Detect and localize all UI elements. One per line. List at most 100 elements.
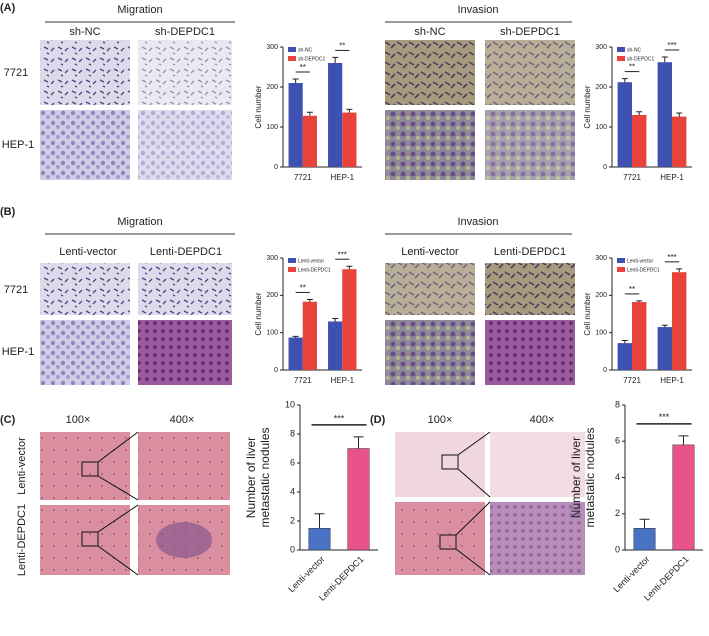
- y-tick-label: 8: [615, 399, 620, 409]
- bar: [632, 115, 647, 167]
- bar: [633, 528, 656, 551]
- zoom-box: [441, 454, 459, 470]
- row-label: 7721: [4, 284, 28, 296]
- zoom-box: [439, 534, 457, 550]
- column-label: sh-DEPDC1: [155, 26, 215, 38]
- zoom-box: [81, 531, 99, 547]
- micrograph: [138, 110, 232, 180]
- y-tick-label: 0: [603, 367, 607, 374]
- chart: 0 100 200 300 Cell number 7721 ** HEP-1 *** sh-NC…: [583, 41, 692, 182]
- y-tick-label: 200: [266, 292, 278, 299]
- error-bar: [621, 78, 628, 83]
- x-tick-label: 7721: [294, 376, 312, 385]
- y-tick-label: 2: [290, 515, 295, 525]
- group-title: Invasion: [458, 216, 499, 228]
- y-tick-label: 0: [615, 544, 620, 554]
- error-bar: [332, 317, 339, 322]
- column-label: sh-DEPDC1: [500, 26, 560, 38]
- x-tick-label: Lenti-vector: [286, 554, 326, 594]
- error-bar: [292, 78, 299, 83]
- y-axis-label: Number of liver: [569, 437, 583, 518]
- y-tick-label: 200: [595, 292, 607, 299]
- bar: [288, 83, 303, 167]
- legend-label: sh-NC: [627, 47, 642, 53]
- micrograph: [485, 40, 575, 105]
- error-bar: [292, 335, 299, 338]
- bar: [672, 444, 695, 551]
- bar: [617, 82, 632, 167]
- micrograph: [485, 263, 575, 315]
- lesion: [156, 522, 212, 558]
- y-tick-label: 10: [285, 399, 295, 409]
- legend-label: Lenti-DEPDC1: [627, 267, 660, 273]
- y-tick-label: 100: [595, 124, 607, 131]
- chart: 0 100 200 300 Cell number 7721 ** HEP-1 ** sh-NC s…: [254, 42, 362, 182]
- x-tick-label: HEP-1: [330, 376, 354, 385]
- y-tick-label: 6: [290, 457, 295, 467]
- micrograph: [138, 320, 232, 385]
- y-tick-label: 6: [615, 436, 620, 446]
- chart: 0 100 200 300 Cell number 7721 ** HEP-1 *** Lenti…: [583, 253, 692, 385]
- error-bar: [676, 112, 683, 117]
- bar: [657, 62, 672, 168]
- bar: [328, 321, 343, 370]
- bar: [342, 112, 357, 167]
- x-tick-label: HEP-1: [660, 376, 684, 385]
- micrograph: [385, 263, 475, 315]
- legend-swatch: [288, 56, 296, 61]
- error-bar: [346, 265, 353, 270]
- micrograph: [40, 40, 130, 105]
- significance-label: **: [339, 42, 345, 51]
- chart: 0 2 4 6 8 Number of liver metastatic nodules Le…: [569, 399, 703, 603]
- column-label: sh-NC: [414, 26, 445, 38]
- y-tick-label: 300: [595, 44, 607, 51]
- legend-swatch: [288, 47, 296, 52]
- panel-label: (D): [370, 414, 386, 426]
- y-axis-label: Cell number: [254, 292, 263, 335]
- legend-label: sh-DEPDC1: [298, 56, 325, 62]
- y-tick-label: 0: [274, 367, 278, 374]
- bar: [342, 269, 357, 370]
- micrograph: [485, 320, 575, 385]
- column-label: sh-NC: [69, 26, 100, 38]
- y-tick-label: 200: [595, 84, 607, 91]
- y-tick-label: 100: [266, 124, 278, 131]
- y-tick-label: 2: [615, 508, 620, 518]
- y-axis-label: Cell number: [583, 292, 592, 335]
- row-label: Lenti-vector: [16, 437, 28, 495]
- bar: [302, 115, 317, 167]
- group-title: Migration: [117, 216, 162, 228]
- zoom-line: [97, 431, 139, 501]
- column-label: Lenti-vector: [59, 246, 117, 258]
- y-tick-label: 4: [615, 472, 620, 482]
- column-label: Lenti-DEPDC1: [494, 246, 566, 258]
- significance-label: **: [629, 285, 635, 294]
- error-bar: [676, 268, 683, 273]
- micrograph: [385, 320, 475, 385]
- y-axis-label: metastatic nodules: [258, 427, 272, 527]
- panel-a: (A) Migration sh-NC sh-DEPDC1 Invasion s…: [0, 2, 575, 180]
- legend-label: Lenti-vector: [298, 258, 324, 264]
- zoom-line: [457, 431, 491, 498]
- panel-d: (D) 100× 400×: [370, 414, 585, 576]
- micrograph: [138, 40, 232, 105]
- column-label: 400×: [170, 414, 195, 426]
- y-axis-label: Cell number: [583, 85, 592, 128]
- micrograph: [40, 505, 130, 575]
- y-tick-label: 100: [595, 330, 607, 337]
- bar: [672, 272, 687, 370]
- zoom-box: [81, 461, 99, 477]
- error-bar: [306, 111, 313, 116]
- error-bar: [346, 108, 353, 113]
- column-label: 400×: [530, 414, 555, 426]
- error-bar: [661, 324, 668, 328]
- panel-label: (A): [0, 2, 16, 14]
- error-bar: [621, 340, 628, 344]
- row-label: Lenti-DEPDC1: [16, 504, 28, 576]
- row-label: HEP-1: [2, 139, 34, 151]
- y-axis-label: Cell number: [254, 85, 263, 128]
- panel-c: (C) 100× 400× Lenti-vector Lenti-DEPDC1: [0, 414, 230, 576]
- significance-label: ***: [659, 412, 670, 422]
- error-bar: [353, 436, 364, 449]
- group-title: Invasion: [458, 4, 499, 16]
